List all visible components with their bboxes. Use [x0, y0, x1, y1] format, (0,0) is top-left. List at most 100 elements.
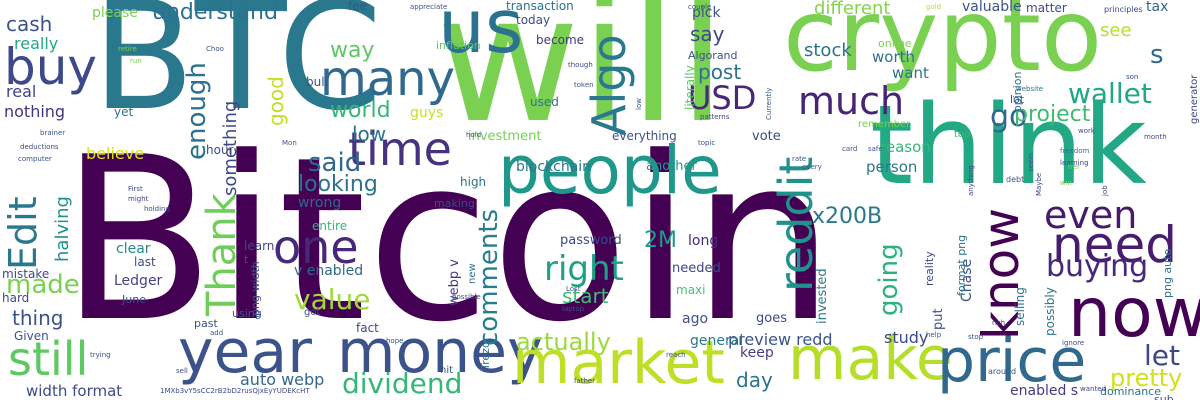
word: new — [467, 263, 478, 284]
word: matter — [1026, 1, 1067, 15]
word: hold — [466, 131, 482, 139]
word: freedom — [1060, 147, 1090, 155]
word: will — [436, 0, 727, 162]
word: holding — [144, 205, 170, 213]
word: halving — [52, 196, 73, 262]
word: even — [1044, 193, 1138, 237]
word: many — [320, 51, 455, 107]
word: hour — [206, 143, 234, 157]
word: First — [128, 185, 143, 193]
word: year — [178, 317, 312, 387]
word: pretty — [1110, 364, 1183, 392]
word: looking — [298, 172, 378, 197]
word: different — [814, 0, 891, 19]
word: x200B — [812, 204, 883, 229]
word: right — [544, 249, 624, 289]
word: invested — [815, 268, 830, 324]
word: general — [690, 333, 744, 349]
word: reason — [880, 138, 931, 156]
word: width format — [26, 382, 123, 400]
word: low — [635, 98, 643, 110]
word: stock — [804, 40, 852, 61]
word: still — [8, 332, 89, 386]
word: everything — [612, 129, 677, 143]
word: need — [1052, 216, 1177, 274]
word: keep — [740, 345, 774, 361]
word: format png — [955, 234, 968, 296]
word: card — [842, 145, 858, 153]
word: 2M — [644, 228, 677, 253]
word: debt — [1006, 175, 1025, 184]
word: see — [1100, 20, 1132, 41]
word: topic — [698, 139, 716, 147]
word: think — [870, 81, 1147, 209]
word: wallet — [1068, 77, 1152, 110]
word: stop — [968, 333, 984, 341]
word: png auto — [1161, 248, 1174, 298]
word: USD — [688, 79, 757, 117]
word: Choo — [206, 45, 224, 53]
word: going — [874, 243, 904, 316]
word: project — [1014, 102, 1091, 127]
word: made — [6, 270, 80, 300]
word: let — [1144, 339, 1180, 372]
word: couple — [688, 3, 712, 11]
word: Maybe — [1035, 172, 1043, 196]
word: Mon — [282, 139, 297, 147]
word: last — [134, 255, 156, 269]
word: son — [1126, 73, 1139, 81]
word: month — [1144, 133, 1167, 141]
word: t — [244, 253, 249, 266]
word: Ledger — [114, 273, 163, 289]
word: much — [798, 79, 905, 123]
word: add — [210, 329, 224, 337]
word: people — [498, 132, 722, 209]
word: buying — [1046, 249, 1149, 284]
word: believe — [86, 144, 145, 163]
word: please — [92, 5, 138, 21]
word: wrong — [298, 195, 342, 211]
word: Thank — [199, 193, 245, 316]
word: rich — [992, 319, 1006, 327]
word: Lost — [566, 285, 581, 293]
word: selling — [1013, 287, 1027, 326]
word: token — [574, 81, 594, 89]
word: another — [646, 159, 697, 174]
word: auto webp — [240, 370, 325, 389]
word: blockchain — [516, 159, 592, 175]
word: post — [698, 60, 742, 84]
word: learning — [1060, 159, 1089, 167]
word: possibly — [1043, 287, 1057, 336]
word: us — [438, 0, 524, 70]
word: value — [294, 283, 371, 316]
word: fee — [348, 0, 367, 13]
word: hard — [2, 291, 30, 305]
word: preview redd — [728, 330, 833, 349]
word: yet — [114, 105, 134, 119]
word: nothing — [4, 102, 66, 121]
word: buy — [4, 38, 98, 96]
word: day — [736, 368, 773, 392]
word: needed — [672, 261, 721, 276]
word: ignore — [1062, 339, 1085, 347]
word: pick — [692, 5, 721, 21]
word: Bitcoin — [60, 109, 835, 372]
word: anything — [967, 165, 975, 196]
word: good — [264, 76, 288, 126]
word: entire — [312, 219, 348, 233]
word: real — [6, 82, 37, 101]
word: sell — [176, 367, 188, 375]
word: v enabled — [294, 263, 364, 279]
word: said — [308, 148, 362, 178]
word: trying — [90, 351, 111, 359]
word: work — [1078, 127, 1095, 135]
word: making — [434, 197, 475, 210]
word: sub — [1154, 393, 1174, 400]
word: got — [304, 307, 321, 318]
word: possible — [452, 293, 481, 301]
word: mistake — [2, 267, 50, 281]
word: maxi — [676, 283, 706, 297]
word: transaction — [506, 0, 574, 13]
word: lot — [1010, 93, 1025, 106]
